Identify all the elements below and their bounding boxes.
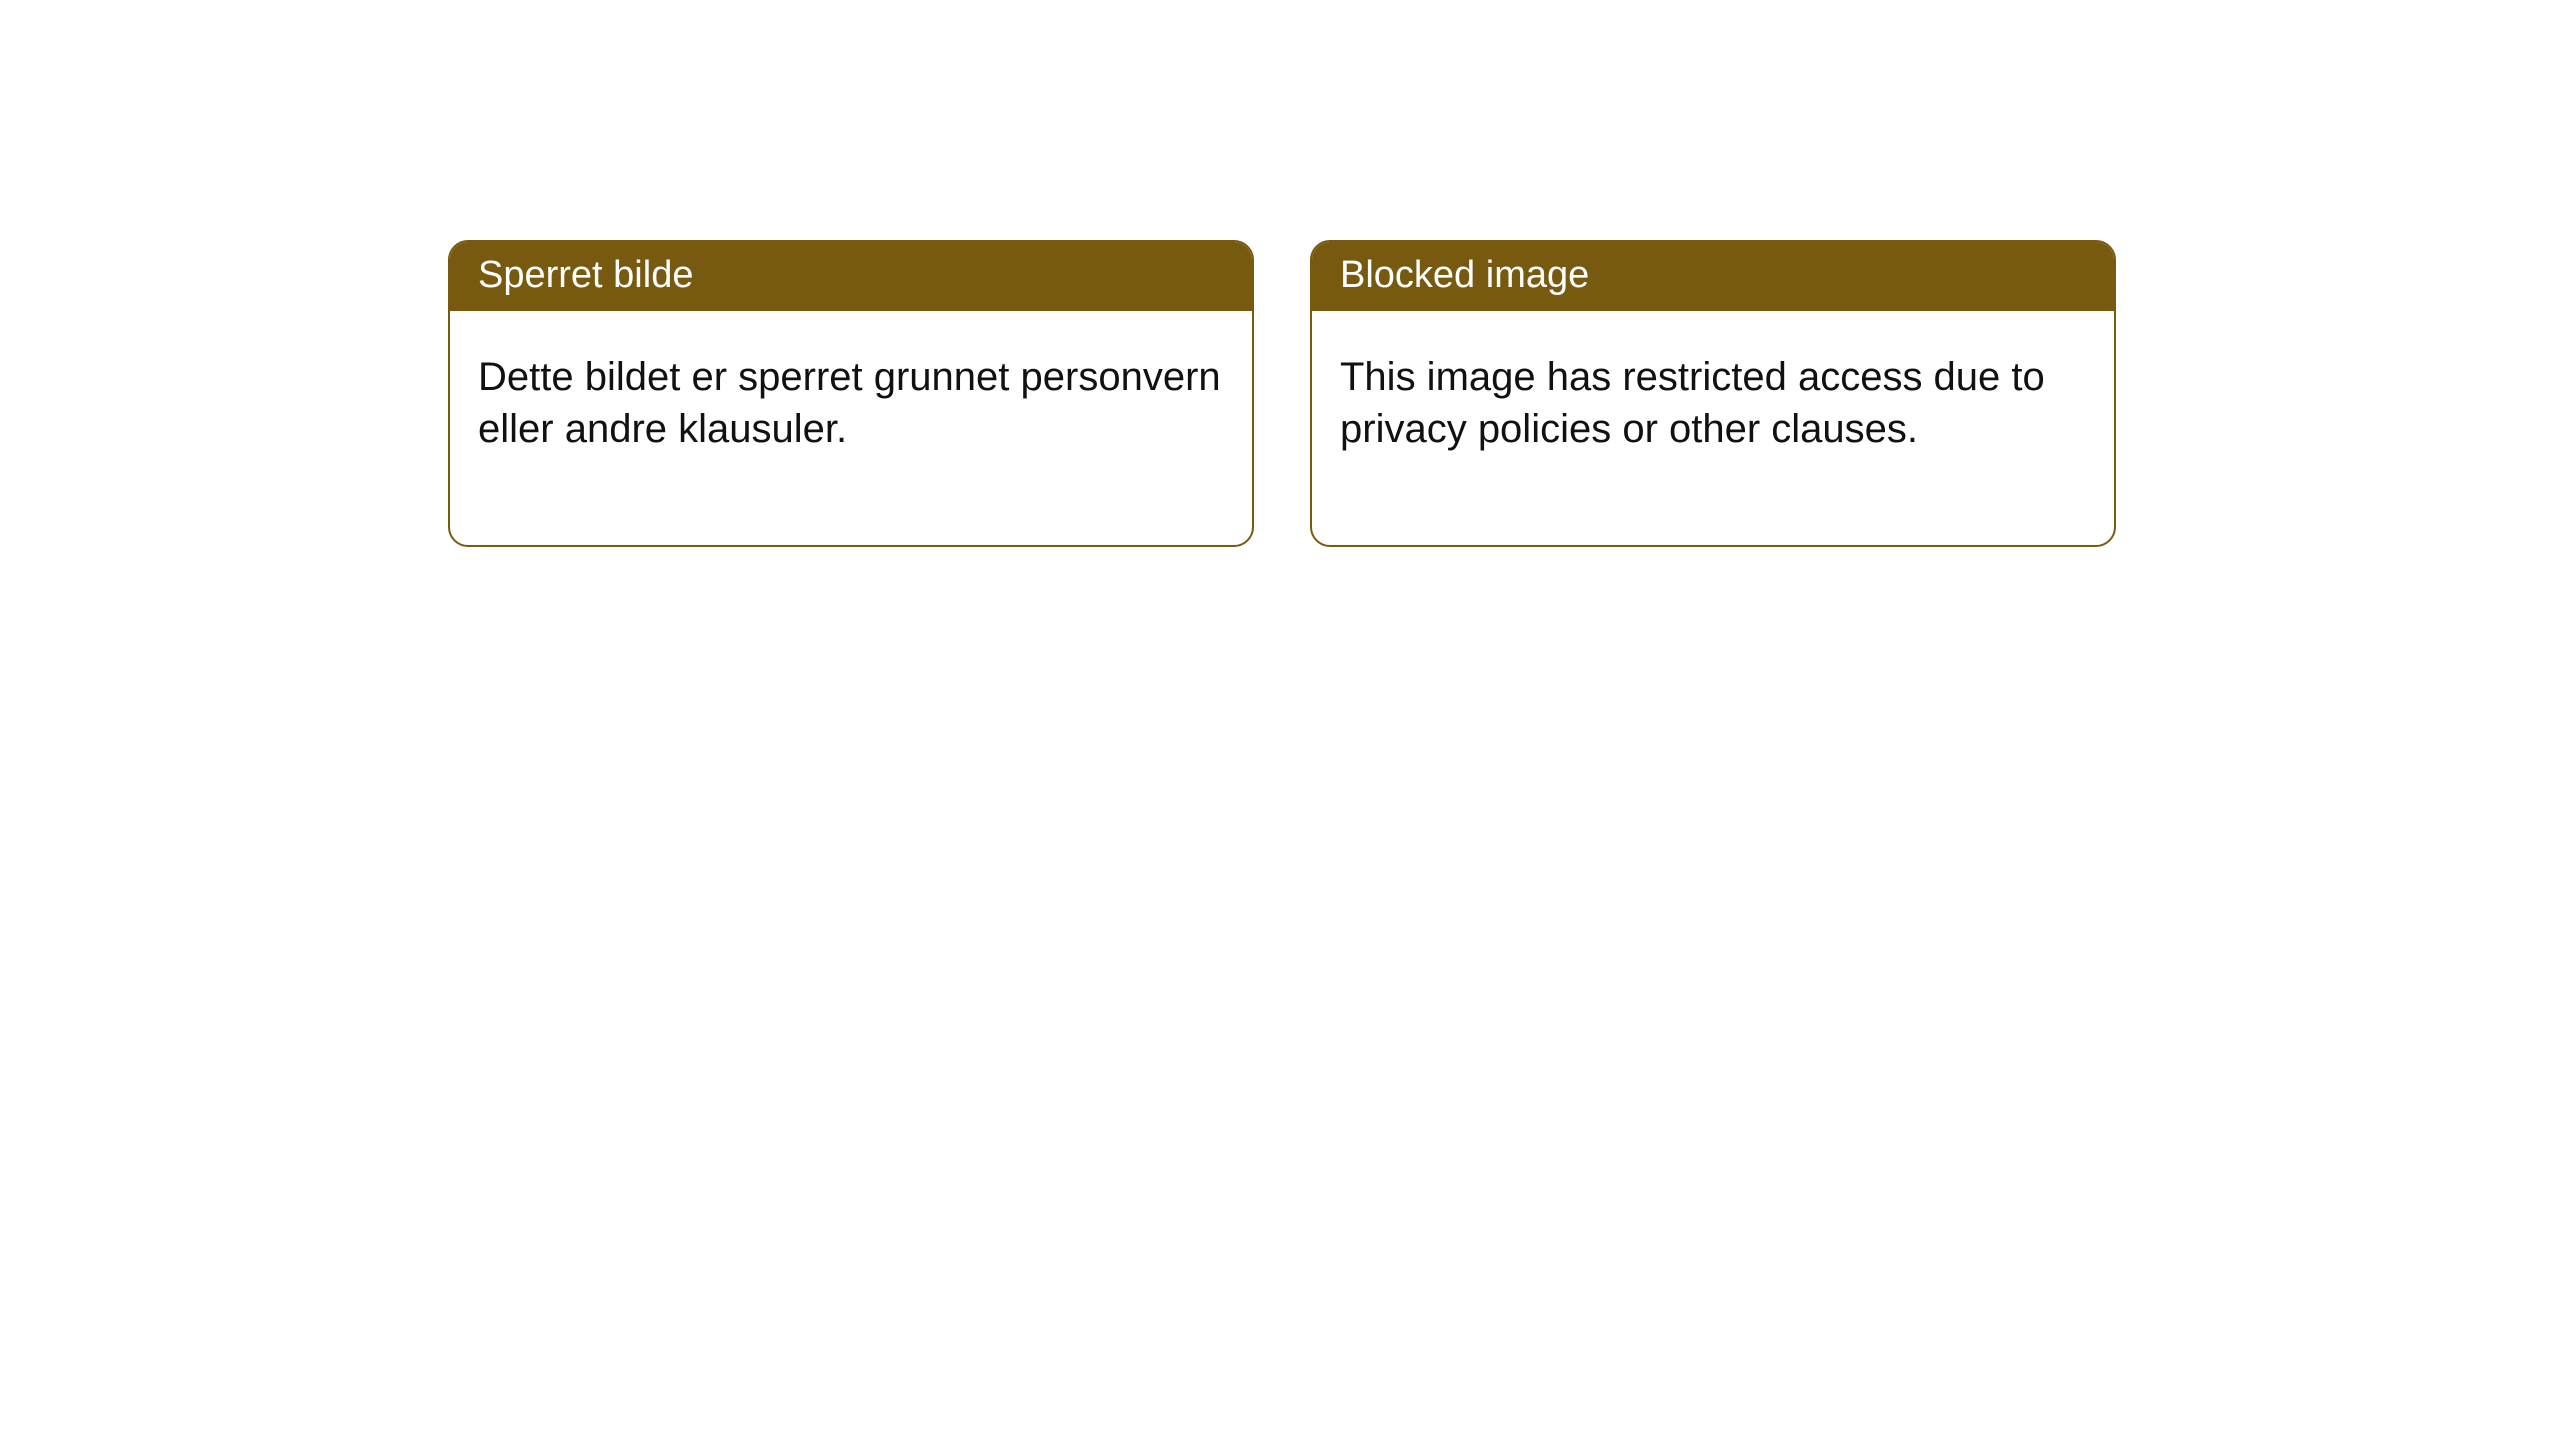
notice-title-english: Blocked image [1312,242,2114,311]
notice-title-norwegian: Sperret bilde [450,242,1252,311]
notice-body-english: This image has restricted access due to … [1312,311,2114,545]
notice-body-norwegian: Dette bildet er sperret grunnet personve… [450,311,1252,545]
notice-container: Sperret bilde Dette bildet er sperret gr… [0,0,2560,547]
notice-card-english: Blocked image This image has restricted … [1310,240,2116,547]
notice-card-norwegian: Sperret bilde Dette bildet er sperret gr… [448,240,1254,547]
